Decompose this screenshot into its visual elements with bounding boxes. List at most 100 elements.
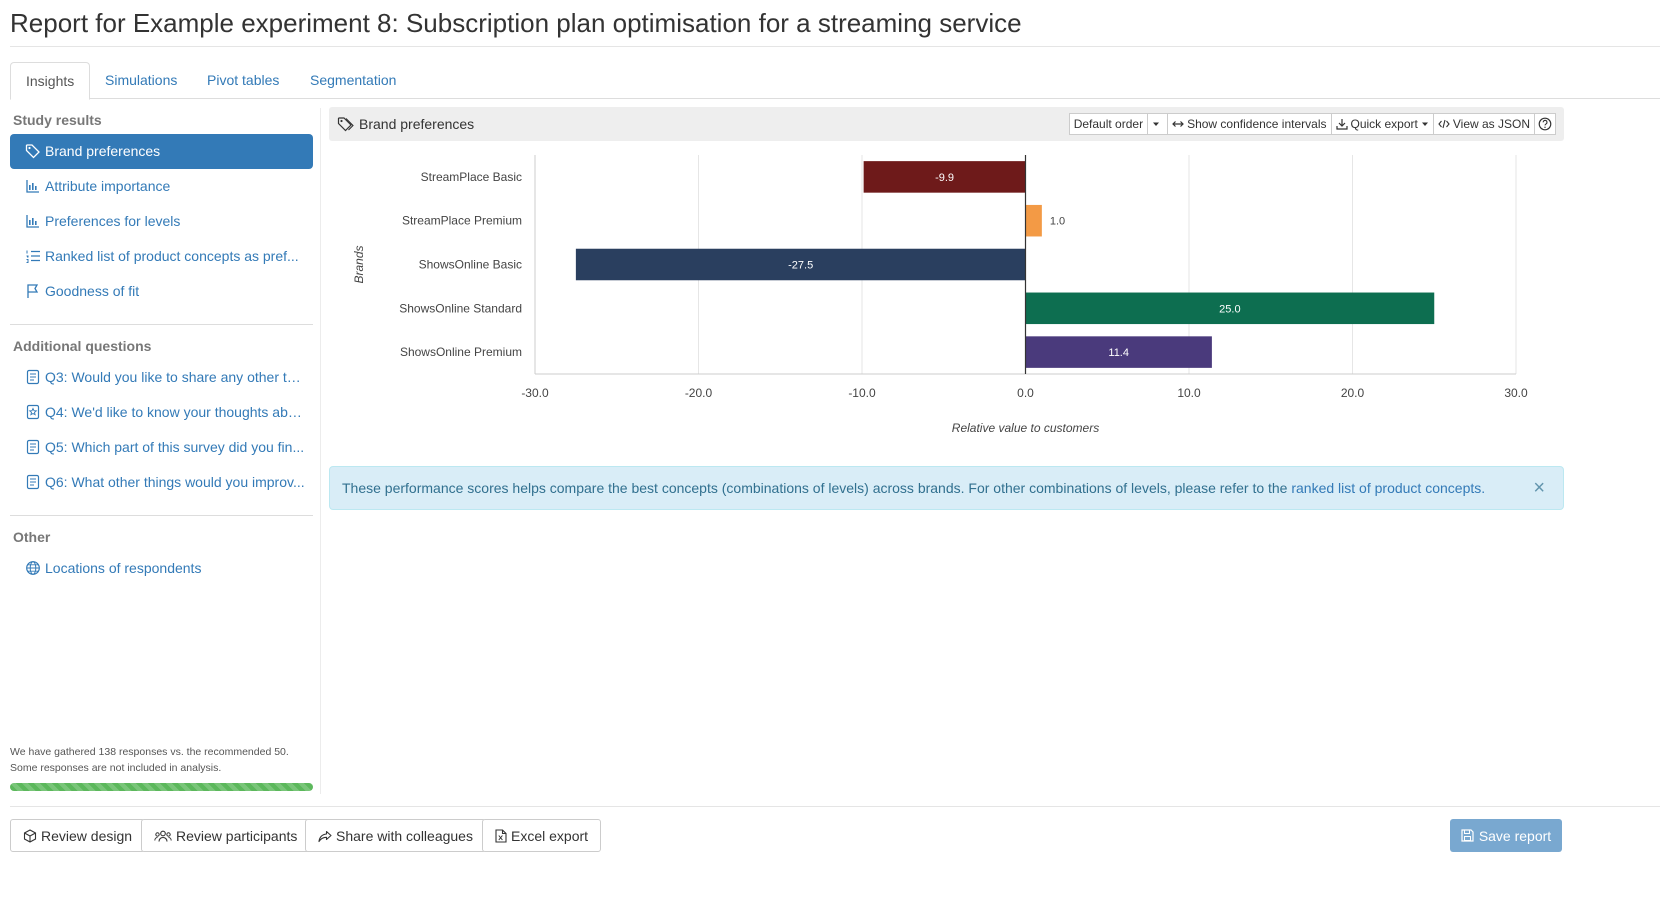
sidebar-item-q3[interactable]: Q3: Would you like to share any other th… bbox=[10, 360, 313, 395]
view-json-button[interactable]: View as JSON bbox=[1432, 113, 1535, 135]
order-dropdown-toggle[interactable] bbox=[1147, 113, 1169, 135]
panel-toolbar: Default order Show confidence intervals … bbox=[1068, 113, 1556, 135]
sidebar-item-q6[interactable]: Q6: What other things would you improv..… bbox=[10, 465, 313, 500]
star-document-icon bbox=[26, 404, 40, 420]
tags-icon bbox=[337, 117, 354, 132]
review-design-button[interactable]: Review design bbox=[10, 819, 146, 852]
other-heading: Other bbox=[13, 529, 51, 545]
quick-export-button[interactable]: Quick export bbox=[1330, 113, 1434, 135]
category-label: StreamPlace Premium bbox=[402, 214, 522, 228]
users-icon bbox=[154, 830, 172, 842]
bar bbox=[863, 161, 1026, 193]
bar bbox=[1025, 204, 1042, 237]
bar-value-label: 25.0 bbox=[1219, 303, 1240, 315]
review-design-label: Review design bbox=[41, 827, 133, 844]
list-ol-icon bbox=[26, 250, 40, 263]
alert-text: These performance scores helps compare t… bbox=[342, 480, 1292, 496]
sidebar-item-brand-preferences[interactable]: Brand preferences bbox=[10, 134, 313, 169]
progress-fill bbox=[10, 783, 313, 791]
panel-title: Brand preferences bbox=[337, 107, 474, 141]
tab-pivot-tables[interactable]: Pivot tables bbox=[207, 72, 280, 88]
share-label: Share with colleagues bbox=[336, 827, 473, 844]
x-tick-label: -20.0 bbox=[685, 386, 713, 400]
confidence-intervals-button[interactable]: Show confidence intervals bbox=[1167, 113, 1332, 135]
floppy-disk-icon bbox=[1461, 829, 1474, 842]
sidebar-divider bbox=[10, 515, 313, 516]
caret-down-icon bbox=[1421, 122, 1428, 126]
document-icon bbox=[26, 369, 40, 385]
quick-export-label: Quick export bbox=[1350, 117, 1418, 131]
excel-export-label: Excel export bbox=[511, 827, 589, 844]
x-tick-label: 20.0 bbox=[1341, 386, 1365, 400]
sidebar-item-locations[interactable]: Locations of respondents bbox=[10, 551, 313, 586]
sidebar-divider bbox=[10, 324, 313, 325]
sidebar-item-label: Q4: We'd like to know your thoughts abo.… bbox=[45, 404, 305, 420]
flag-icon bbox=[27, 284, 39, 298]
bar bbox=[1025, 336, 1212, 368]
x-tick-label: 0.0 bbox=[1017, 386, 1034, 400]
x-tick-label: -30.0 bbox=[521, 386, 549, 400]
bar-value-label: 1.0 bbox=[1050, 216, 1065, 228]
review-participants-button[interactable]: Review participants bbox=[141, 819, 311, 852]
sidebar-item-q5[interactable]: Q5: Which part of this survey did you fi… bbox=[10, 430, 313, 465]
x-tick-label: 30.0 bbox=[1504, 386, 1528, 400]
study-results-heading: Study results bbox=[13, 112, 102, 128]
sidebar-item-label: Preferences for levels bbox=[45, 213, 181, 229]
panel-title-text: Brand preferences bbox=[359, 116, 475, 132]
excel-export-button[interactable]: Excel export bbox=[482, 819, 602, 852]
document-icon bbox=[26, 439, 40, 455]
tab-simulations[interactable]: Simulations bbox=[105, 72, 178, 88]
footer-divider bbox=[10, 806, 1660, 807]
save-report-label: Save report bbox=[1478, 827, 1552, 844]
bar-value-label: -27.5 bbox=[788, 260, 813, 272]
sidebar-item-q4[interactable]: Q4: We'd like to know your thoughts abo.… bbox=[10, 395, 313, 430]
bar bbox=[1025, 292, 1435, 325]
panel-header: Brand preferences Default order Show con… bbox=[329, 107, 1564, 141]
sidebar-item-goodness-of-fit[interactable]: Goodness of fit bbox=[10, 274, 313, 309]
sidebar-item-label: Ranked list of product concepts as pref.… bbox=[45, 248, 299, 264]
cube-icon bbox=[23, 828, 37, 843]
page-title: Report for Example experiment 8: Subscri… bbox=[10, 8, 1022, 38]
x-tick-label: -10.0 bbox=[848, 386, 876, 400]
responses-progress-bar bbox=[10, 783, 313, 791]
y-axis-title: Brands bbox=[352, 245, 366, 283]
view-json-label: View as JSON bbox=[1452, 117, 1530, 131]
title-divider bbox=[10, 46, 1660, 47]
category-label: ShowsOnline Basic bbox=[419, 258, 522, 272]
ranked-list-link[interactable]: ranked list of product concepts. bbox=[1291, 480, 1486, 496]
sidebar-content-divider bbox=[320, 108, 321, 794]
responses-note: We have gathered 138 responses vs. the r… bbox=[10, 746, 289, 774]
tag-icon bbox=[25, 144, 40, 159]
help-icon bbox=[1538, 117, 1552, 131]
sidebar-item-label: Q3: Would you like to share any other th… bbox=[45, 369, 305, 385]
confidence-intervals-label: Show confidence intervals bbox=[1187, 117, 1327, 131]
help-button[interactable] bbox=[1534, 113, 1556, 135]
code-icon bbox=[1438, 119, 1450, 129]
sidebar-item-ranked-list[interactable]: Ranked list of product concepts as pref.… bbox=[10, 239, 313, 274]
sidebar-item-preferences-for-levels[interactable]: Preferences for levels bbox=[10, 204, 313, 239]
category-label: StreamPlace Basic bbox=[421, 170, 522, 184]
sidebar-item-label: Q6: What other things would you improv..… bbox=[45, 474, 305, 490]
review-participants-label: Review participants bbox=[176, 827, 298, 844]
sidebar-item-attribute-importance[interactable]: Attribute importance bbox=[10, 169, 313, 204]
tab-insights[interactable]: Insights bbox=[10, 62, 91, 100]
download-icon bbox=[1335, 119, 1348, 130]
close-icon[interactable]: × bbox=[1533, 477, 1545, 499]
tab-segmentation[interactable]: Segmentation bbox=[310, 72, 397, 88]
arrows-horizontal-icon bbox=[1172, 121, 1184, 127]
additional-questions-heading: Additional questions bbox=[13, 338, 152, 354]
sidebar-item-label: Attribute importance bbox=[45, 178, 171, 194]
file-excel-icon bbox=[495, 828, 507, 843]
bar-chart-icon bbox=[26, 180, 39, 193]
category-label: ShowsOnline Standard bbox=[399, 301, 522, 315]
sidebar-item-label: Locations of respondents bbox=[45, 560, 202, 576]
save-report-button[interactable]: Save report bbox=[1450, 819, 1562, 852]
share-button[interactable]: Share with colleagues bbox=[305, 819, 486, 852]
bar-value-label: 11.4 bbox=[1108, 347, 1129, 359]
bar bbox=[575, 248, 1026, 281]
order-select-label: Default order bbox=[1073, 117, 1144, 131]
order-select[interactable]: Default order bbox=[1068, 113, 1149, 135]
brand-preferences-chart: -30.0 -20.0 -10.0 0.0 10.0 20.0 30.0 -9.9 Stream… bbox=[352, 155, 1528, 435]
sidebar-item-label: Brand preferences bbox=[45, 143, 161, 159]
globe-icon bbox=[26, 561, 40, 575]
